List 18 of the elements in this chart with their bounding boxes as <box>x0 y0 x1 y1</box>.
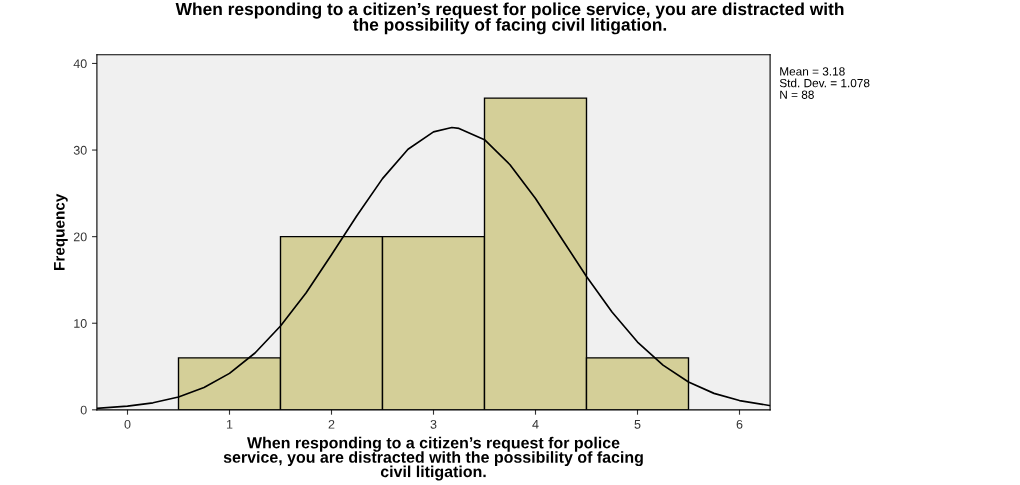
x-tick-label: 3 <box>430 419 437 429</box>
text: Std. Dev. = 1.078 <box>779 78 870 88</box>
y-tick-label: 20 <box>73 232 87 242</box>
x-tick-label: 5 <box>634 420 641 429</box>
chart-title: When responding to a citizen’s request for police service, you are distracted with the possibility of facing civil litigation. <box>175 2 844 35</box>
x-tick-label: 4 <box>532 420 539 429</box>
y-tick-label: 10 <box>74 319 87 328</box>
x-tick-label: 1 <box>226 420 233 429</box>
x-tick-label: 0 <box>124 419 131 429</box>
x-tick-label: 6 <box>736 419 743 429</box>
x-tick-label: 2 <box>328 419 335 429</box>
text: Mean = 3.18 <box>780 67 845 76</box>
y-tick-label: 40 <box>73 59 87 69</box>
y-axis-title: Frequency <box>54 193 68 270</box>
y-tick-label: 0 <box>80 405 87 415</box>
text: N = 88 <box>780 90 814 99</box>
x-axis-title: When responding to a citizen’s request for police service, you are distracted with the possibility of facing civil litigation. <box>223 436 643 481</box>
y-tick-label: 30 <box>73 145 87 155</box>
